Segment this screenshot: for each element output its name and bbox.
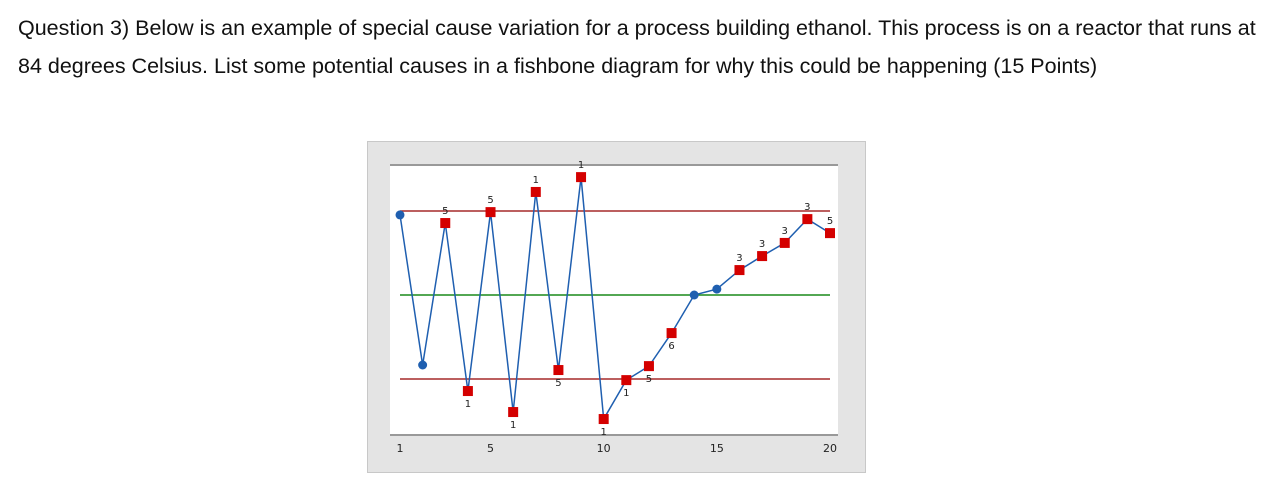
- out-of-control-point: [666, 328, 677, 339]
- rule-violation-label: 1: [623, 388, 629, 399]
- in-control-point: [418, 360, 428, 370]
- out-of-control-point: [440, 218, 451, 229]
- x-tick-label: 1: [397, 442, 404, 455]
- rule-violation-label: 5: [827, 216, 833, 227]
- in-control-point: [712, 284, 722, 294]
- out-of-control-point: [825, 228, 835, 239]
- rule-violation-label: 1: [600, 427, 606, 438]
- rule-violation-label: 1: [578, 160, 584, 171]
- rule-violation-label: 3: [804, 202, 810, 213]
- in-control-point: [395, 210, 405, 220]
- out-of-control-point: [576, 172, 587, 183]
- rule-violation-label: 5: [487, 195, 493, 206]
- out-of-control-point: [485, 207, 496, 218]
- out-of-control-point: [643, 361, 654, 372]
- rule-violation-label: 1: [533, 175, 539, 186]
- out-of-control-point: [553, 365, 564, 376]
- out-of-control-point: [598, 414, 609, 425]
- out-of-control-point: [757, 251, 768, 262]
- out-of-control-point: [530, 186, 541, 197]
- out-of-control-point: [508, 407, 519, 418]
- rule-violation-label: 3: [759, 239, 765, 250]
- out-of-control-point: [802, 214, 813, 225]
- rule-violation-label: 3: [782, 226, 788, 237]
- x-tick-label: 5: [487, 442, 494, 455]
- rule-violation-label: 1: [465, 399, 471, 410]
- out-of-control-point: [462, 386, 473, 397]
- plot-area: [390, 165, 838, 435]
- out-of-control-point: [621, 375, 632, 386]
- rule-violation-label: 3: [736, 253, 742, 264]
- x-tick-label: 15: [710, 442, 724, 455]
- rule-violation-label: 5: [646, 374, 652, 385]
- rule-violation-label: 5: [555, 378, 561, 389]
- rule-violation-label: 5: [442, 206, 448, 217]
- out-of-control-point: [734, 265, 745, 276]
- out-of-control-point: [779, 237, 790, 248]
- x-tick-label: 10: [597, 442, 611, 455]
- in-control-point: [689, 290, 699, 300]
- question-text: Question 3) Below is an example of speci…: [18, 16, 1256, 78]
- rule-violation-label: 1: [510, 420, 516, 431]
- x-tick-label: 20: [823, 442, 837, 455]
- rule-violation-label: 6: [668, 341, 674, 352]
